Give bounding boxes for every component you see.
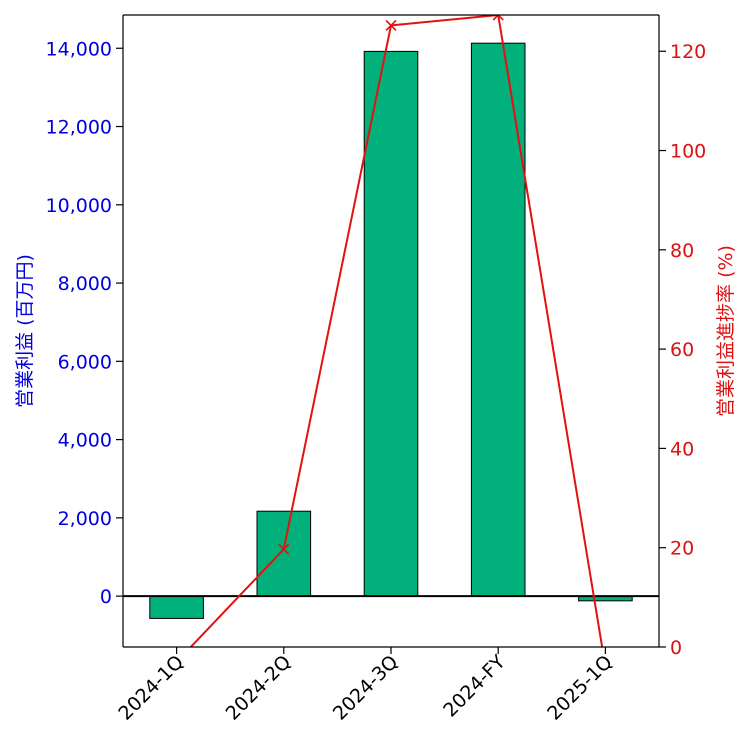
bars-layer: [149, 42, 633, 619]
y-left-tick-label: 8,000: [58, 273, 112, 295]
y-axis-left-label: 営業利益 (百万円): [14, 254, 36, 408]
y-right-tick-label: 20: [670, 538, 694, 560]
x-tick-label: 2024-1Q: [114, 651, 188, 725]
y-right-tick-label: 0: [670, 637, 682, 659]
x-tick-label: 2025-1Q: [543, 651, 617, 725]
y-left-tick-label: 14,000: [46, 38, 112, 60]
x-tick-label: 2024-2Q: [222, 651, 296, 725]
y-axis-right-label: 営業利益進捗率 (%): [715, 245, 737, 417]
y-left-tick-label: 4,000: [58, 430, 112, 452]
progress-marker-2024-3Q: [385, 19, 397, 31]
y-left-tick-label: 0: [100, 586, 112, 608]
progress-marker-2024-2Q: [278, 543, 290, 555]
y-right-tick-label: 120: [670, 41, 706, 63]
x-tick-label: 2024-FY: [439, 651, 510, 722]
bar-2024-1Q: [149, 595, 204, 619]
y-right-tick-label: 40: [670, 438, 694, 460]
bar-2024-3Q: [363, 50, 419, 597]
y-left-tick-label: 6,000: [58, 351, 112, 373]
progress-marker-2024-FY: [492, 15, 504, 21]
y-left-tick-label: 2,000: [58, 508, 112, 530]
x-tick-label: 2024-3Q: [329, 651, 403, 725]
progress-line-layer: [189, 15, 604, 647]
y-right-tick-label: 80: [670, 240, 694, 262]
y-right-tick-label: 60: [670, 339, 694, 361]
y-left-tick-label: 12,000: [46, 117, 112, 139]
y-right-tick-label: 100: [670, 141, 706, 163]
bar-2024-2Q: [256, 510, 312, 597]
y-left-tick-label: 10,000: [46, 195, 112, 217]
bar-2024-FY: [470, 42, 526, 597]
